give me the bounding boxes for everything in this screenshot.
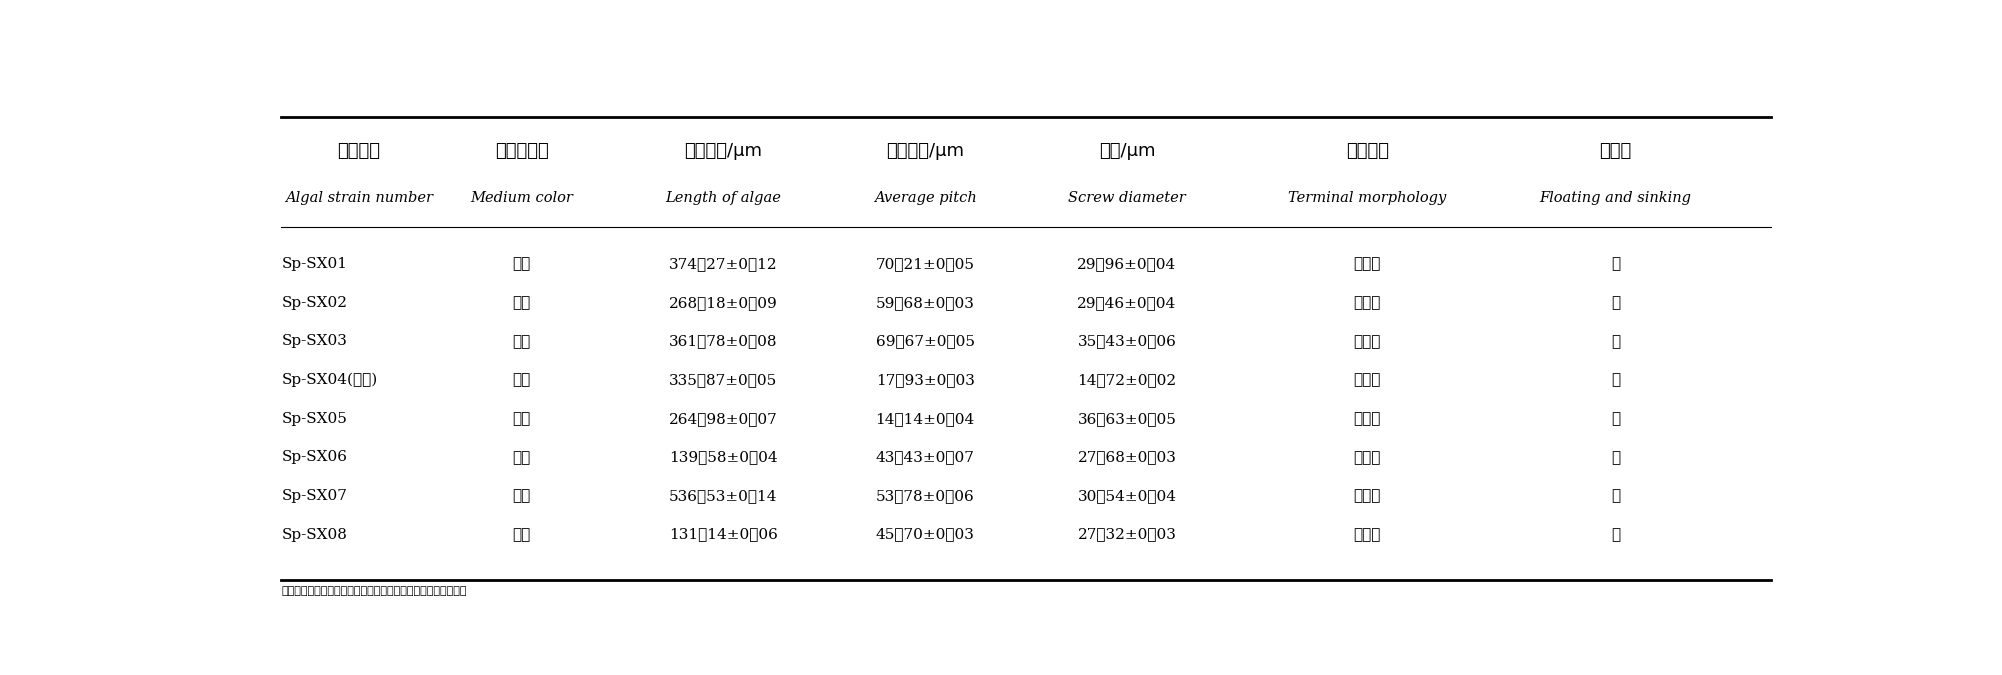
Text: 钝、圆: 钝、圆 [1353, 256, 1381, 271]
Text: 浮: 浮 [1612, 411, 1620, 426]
Text: 139．58±0．04: 139．58±0．04 [669, 450, 779, 464]
Text: 浮: 浮 [1612, 527, 1620, 542]
Text: 钝、圆: 钝、圆 [1353, 527, 1381, 542]
Text: 374．27±0．12: 374．27±0．12 [669, 257, 779, 271]
Text: 53．78±0．06: 53．78±0．06 [875, 489, 975, 503]
Text: Sp-SX06: Sp-SX06 [280, 450, 346, 464]
Text: 35．43±0．06: 35．43±0．06 [1077, 334, 1177, 348]
Text: 268．18±0．09: 268．18±0．09 [669, 296, 779, 310]
Text: 27．32±0．03: 27．32±0．03 [1077, 528, 1177, 541]
Text: 浮: 浮 [1612, 489, 1620, 504]
Text: 注：粗体表示与螺旋藻标准菌株的形态特征有明显差别的性状。: 注：粗体表示与螺旋藻标准菌株的形态特征有明显差别的性状。 [280, 585, 466, 595]
Text: 蓝绿: 蓝绿 [513, 489, 531, 504]
Text: 30．54±0．04: 30．54±0．04 [1077, 489, 1177, 503]
Text: 尖、扁: 尖、扁 [1353, 373, 1381, 387]
Text: 70．21±0．05: 70．21±0．05 [875, 257, 975, 271]
Text: Sp-SX03: Sp-SX03 [280, 334, 346, 348]
Text: 69．67±0．05: 69．67±0．05 [875, 334, 975, 348]
Text: 43．43±0．07: 43．43±0．07 [875, 450, 975, 464]
Text: Sp-SX04(污染): Sp-SX04(污染) [280, 373, 378, 387]
Text: Sp-SX08: Sp-SX08 [280, 528, 346, 541]
Text: 绿色: 绿色 [513, 411, 531, 426]
Text: 青绿: 青绿 [513, 373, 531, 387]
Text: 钝、圆: 钝、圆 [1353, 489, 1381, 504]
Text: Sp-SX02: Sp-SX02 [280, 296, 346, 310]
Text: 131．14±0．06: 131．14±0．06 [669, 528, 779, 541]
Text: 14．14±0．04: 14．14±0．04 [875, 412, 975, 426]
Text: Terminal morphology: Terminal morphology [1287, 191, 1447, 205]
Text: 钝、圆: 钝、圆 [1353, 450, 1381, 465]
Text: Floating and sinking: Floating and sinking [1540, 191, 1692, 205]
Text: Average pitch: Average pitch [873, 191, 977, 205]
Text: 藻体总长/μm: 藻体总长/μm [685, 142, 763, 160]
Text: 27．68±0．03: 27．68±0．03 [1077, 450, 1177, 464]
Text: Sp-SX01: Sp-SX01 [280, 257, 346, 271]
Text: 培养液颜色: 培养液颜色 [494, 142, 549, 160]
Text: 14．72±0．02: 14．72±0．02 [1077, 373, 1177, 387]
Text: 沉: 沉 [1612, 295, 1620, 311]
Text: 264．98±0．07: 264．98±0．07 [669, 412, 779, 426]
Text: Medium color: Medium color [470, 191, 573, 205]
Text: 螺径/μm: 螺径/μm [1099, 142, 1155, 160]
Text: 36．63±0．05: 36．63±0．05 [1077, 412, 1177, 426]
Text: 17．93±0．03: 17．93±0．03 [875, 373, 975, 387]
Text: 浮: 浮 [1612, 334, 1620, 349]
Text: 平均螺距/μm: 平均螺距/μm [887, 142, 965, 160]
Text: 浮: 浮 [1612, 256, 1620, 271]
Text: 536．53±0．14: 536．53±0．14 [669, 489, 777, 503]
Text: 末端形态: 末端形态 [1345, 142, 1389, 160]
Text: 浮沉水: 浮沉水 [1600, 142, 1632, 160]
Text: 361．78±0．08: 361．78±0．08 [669, 334, 777, 348]
Text: Length of algae: Length of algae [665, 191, 781, 205]
Text: 29．96±0．04: 29．96±0．04 [1077, 257, 1177, 271]
Text: 藻株编号: 藻株编号 [338, 142, 380, 160]
Text: 335．87±0．05: 335．87±0．05 [669, 373, 777, 387]
Text: 青绿: 青绿 [513, 295, 531, 311]
Text: Sp-SX07: Sp-SX07 [280, 489, 346, 503]
Text: 浮: 浮 [1612, 450, 1620, 465]
Text: Screw diameter: Screw diameter [1067, 191, 1185, 205]
Text: 蓝绿: 蓝绿 [513, 527, 531, 542]
Text: 59．68±0．03: 59．68±0．03 [875, 296, 975, 310]
Text: Algal strain number: Algal strain number [284, 191, 432, 205]
Text: 尖、圆: 尖、圆 [1353, 295, 1381, 311]
Text: 钝、圆: 钝、圆 [1353, 411, 1381, 426]
Text: 钝、圆: 钝、圆 [1353, 334, 1381, 349]
Text: 蓝绿: 蓝绿 [513, 450, 531, 465]
Text: 45．70±0．03: 45．70±0．03 [875, 528, 975, 541]
Text: 蓝绿: 蓝绿 [513, 334, 531, 349]
Text: Sp-SX05: Sp-SX05 [280, 412, 346, 426]
Text: 29．46±0．04: 29．46±0．04 [1077, 296, 1177, 310]
Text: 蓝绿: 蓝绿 [513, 256, 531, 271]
Text: 沉: 沉 [1612, 373, 1620, 387]
